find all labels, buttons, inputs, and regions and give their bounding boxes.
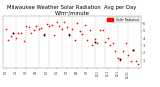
Point: [53, 34, 56, 35]
Point: [68, 34, 71, 36]
Point: [32, 29, 35, 30]
Point: [137, 63, 140, 64]
Title: Milwaukee Weather Solar Radiation  Avg per Day W/m²/minute: Milwaukee Weather Solar Radiation Avg pe…: [7, 5, 137, 16]
Point: [4, 29, 7, 30]
Point: [17, 33, 20, 34]
Point: [35, 25, 38, 26]
Point: [112, 42, 114, 43]
Point: [94, 38, 96, 39]
Point: [43, 34, 45, 35]
Point: [22, 40, 25, 42]
Point: [43, 34, 45, 35]
Point: [88, 29, 91, 31]
Point: [50, 25, 53, 26]
Point: [86, 40, 89, 41]
Point: [94, 41, 96, 43]
Point: [20, 32, 22, 33]
Point: [106, 37, 109, 39]
Point: [119, 58, 122, 60]
Point: [7, 39, 10, 40]
Point: [12, 32, 15, 33]
Point: [15, 38, 17, 39]
Point: [10, 35, 12, 37]
Point: [71, 29, 73, 30]
Point: [109, 44, 112, 46]
Point: [68, 34, 71, 35]
Point: [91, 44, 94, 45]
Point: [30, 32, 32, 33]
Point: [96, 42, 99, 43]
Point: [99, 29, 101, 31]
Legend: Solar Radiation: Solar Radiation: [107, 17, 139, 22]
Point: [127, 54, 129, 56]
Point: [81, 33, 84, 34]
Point: [119, 60, 122, 61]
Point: [117, 57, 119, 59]
Point: [66, 26, 68, 28]
Point: [76, 22, 78, 24]
Point: [58, 25, 60, 27]
Point: [25, 25, 27, 26]
Point: [38, 28, 40, 30]
Point: [48, 25, 50, 27]
Point: [63, 21, 66, 22]
Point: [55, 21, 58, 22]
Point: [27, 26, 30, 28]
Point: [134, 60, 137, 62]
Point: [12, 32, 15, 34]
Point: [122, 50, 124, 51]
Point: [45, 23, 48, 25]
Point: [132, 50, 134, 51]
Point: [124, 42, 127, 44]
Point: [84, 25, 86, 26]
Point: [104, 42, 106, 43]
Point: [129, 60, 132, 62]
Point: [78, 31, 81, 32]
Point: [60, 28, 63, 30]
Point: [132, 50, 134, 51]
Point: [73, 39, 76, 40]
Point: [101, 29, 104, 31]
Point: [40, 28, 43, 29]
Point: [114, 50, 117, 52]
